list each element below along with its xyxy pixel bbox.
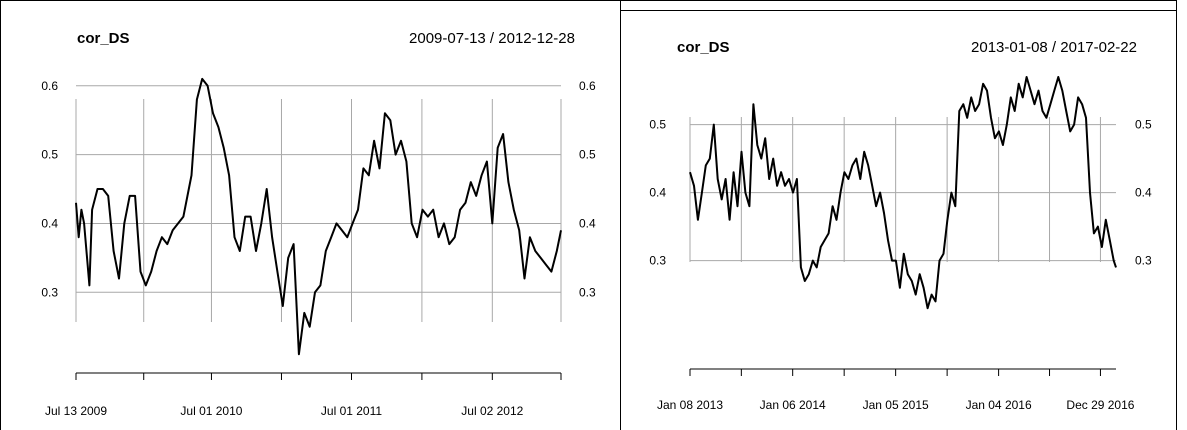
y-tick-label-right: 0.5	[1135, 118, 1152, 132]
chart-right: 0.3 0.3 0.4 0.4 0.5 0.5 Jan 08 2013 Jan 06 2014…	[649, 39, 1152, 412]
y-tick-label-right: 0.3	[579, 285, 596, 299]
y-tick-label-left: 0.3	[41, 285, 58, 299]
series-line	[75, 77, 562, 356]
y-tick-label-right: 0.5	[579, 148, 596, 162]
x-tick-label: Jan 05 2015	[863, 398, 929, 412]
y-tick-label-left: 0.4	[41, 216, 58, 230]
y-tick-label-left: 0.5	[41, 148, 58, 162]
frame-top-border	[0, 0, 1176, 1]
frame-header-rule	[621, 10, 1176, 11]
tick-labels: 0.3 0.3 0.4 0.4 0.5 0.5 Jan 08 2013 Jan 06 2014…	[649, 118, 1152, 412]
x-tick-label: Jan 04 2016	[966, 398, 1032, 412]
series-layer	[75, 77, 562, 356]
chart-title: cor_DS	[77, 30, 130, 47]
y-tick-label-left: 0.6	[41, 79, 58, 93]
x-tick-label: Dec 29 2016	[1066, 398, 1134, 412]
y-tick-label-right: 0.4	[579, 216, 596, 230]
date-range: 2013-01-08 / 2017-02-22	[971, 39, 1137, 56]
frame-left-border	[0, 0, 1, 430]
x-tick-label: Jul 01 2010	[180, 404, 242, 418]
x-axis	[689, 368, 1116, 376]
x-tick-label: Jul 13 2009	[45, 404, 107, 418]
frame-divider	[620, 0, 621, 430]
y-tick-label-right: 0.4	[1135, 186, 1152, 200]
x-tick-label: Jul 01 2011	[321, 404, 382, 418]
series-layer	[689, 76, 1117, 310]
y-tick-label-left: 0.3	[649, 254, 666, 268]
chart-left: 0.3 0.3 0.4 0.4 0.5 0.5 0.6 0.6 Jul 13 2009 Jul 0…	[41, 30, 596, 418]
y-tick-label-right: 0.6	[579, 79, 596, 93]
x-tick-label: Jan 06 2014	[760, 398, 826, 412]
series-line	[689, 76, 1117, 310]
x-tick-label: Jul 02 2012	[461, 404, 523, 418]
y-tick-label-left: 0.5	[649, 118, 666, 132]
frame-right-border	[1176, 0, 1177, 430]
x-axis	[75, 372, 562, 380]
chart-title: cor_DS	[677, 39, 730, 56]
tick-labels: 0.3 0.3 0.4 0.4 0.5 0.5 0.6 0.6 Jul 13 2009 Jul 0…	[41, 79, 596, 418]
date-range: 2009-07-13 / 2012-12-28	[409, 30, 575, 47]
y-tick-label-right: 0.3	[1135, 254, 1152, 268]
x-tick-label: Jan 08 2013	[657, 398, 723, 412]
grid-lines	[689, 117, 1116, 262]
y-tick-label-left: 0.4	[649, 186, 666, 200]
